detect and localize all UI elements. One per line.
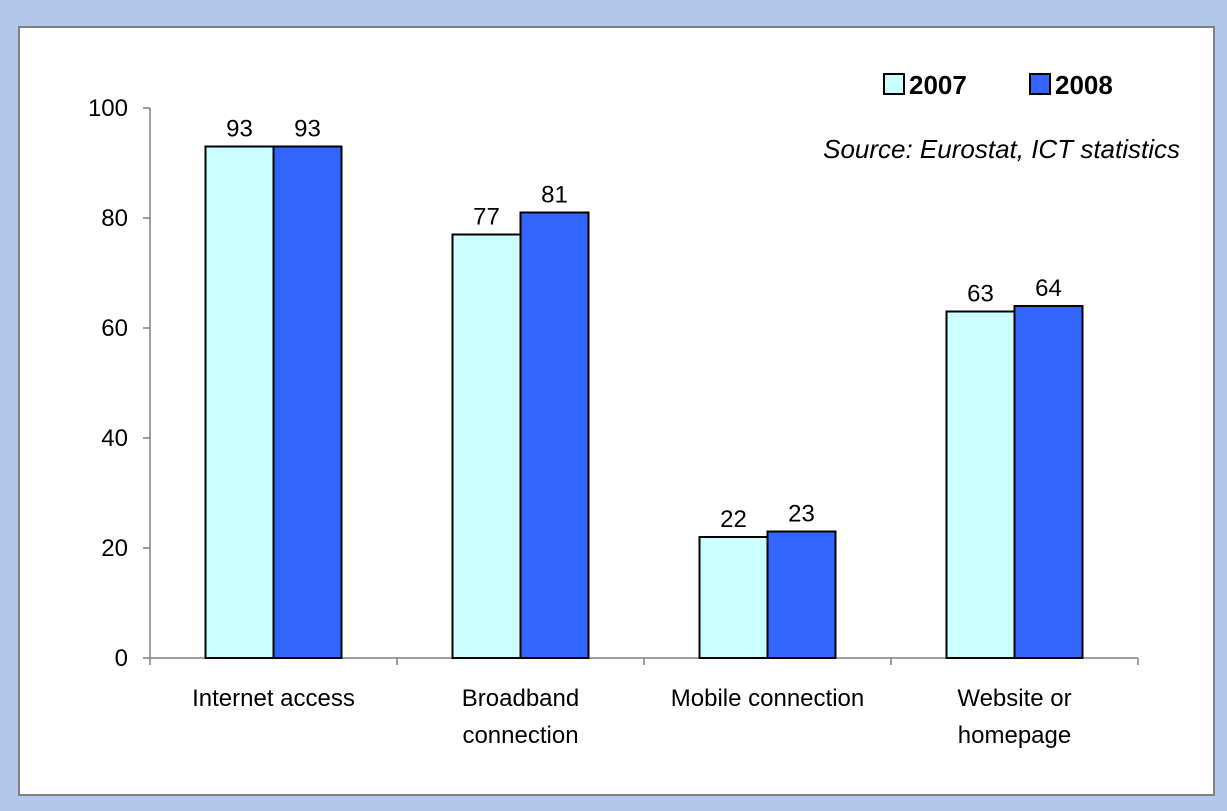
x-category-label: Mobile connection	[671, 685, 864, 712]
legend-label-2007: 2007	[909, 70, 967, 100]
data-label: 23	[788, 501, 815, 528]
bar-2007-3	[945, 310, 1016, 659]
legend-swatch-2008	[1029, 73, 1051, 95]
bar-2008-2	[766, 530, 837, 659]
y-tick-label: 100	[88, 95, 128, 122]
bar-2008-3	[1013, 305, 1084, 659]
data-label: 64	[1035, 275, 1062, 302]
x-category-label: Website or homepage	[957, 685, 1071, 749]
chart-legend: 2007 2008	[883, 70, 1113, 100]
data-label: 77	[473, 204, 500, 231]
y-tick-label: 60	[101, 315, 128, 342]
y-tick-label: 40	[101, 425, 128, 452]
bar-2007-2	[698, 536, 769, 659]
y-tick-label: 80	[101, 205, 128, 232]
chart-bars	[204, 145, 1084, 659]
source-annotation: Source: Eurostat, ICT statistics	[823, 134, 1180, 164]
bar-2007-0	[204, 145, 275, 659]
legend-swatch-2007	[883, 73, 905, 95]
y-tick-label: 0	[115, 645, 128, 672]
bar-2008-1	[519, 211, 590, 659]
data-label: 63	[967, 281, 994, 308]
bar-2008-0	[272, 145, 343, 659]
data-label: 93	[226, 116, 253, 143]
x-category-label: Broadband connection	[462, 685, 579, 749]
chart-labels: 93 93 Internet access 77 81 Broadband connecti…	[192, 116, 1072, 750]
legend-label-2008: 2008	[1055, 70, 1113, 100]
bar-2007-1	[451, 233, 522, 659]
data-label: 81	[541, 182, 568, 209]
data-label: 22	[720, 506, 747, 533]
x-category-label: Internet access	[192, 685, 355, 712]
y-tick-label: 20	[101, 535, 128, 562]
data-label: 93	[294, 116, 321, 143]
